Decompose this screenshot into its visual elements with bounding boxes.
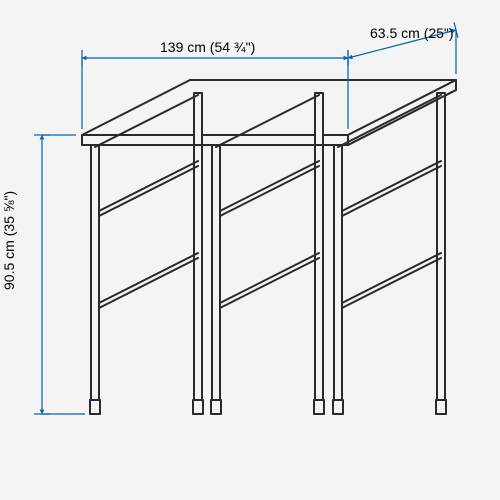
dim-height-label: 90.5 cm (35 ⅝"): [1, 191, 17, 290]
dim-depth-label: 63.5 cm (25"): [370, 25, 454, 41]
dim-width-label: 139 cm (54 ¾"): [160, 39, 255, 55]
drawing-svg: 139 cm (54 ¾") 63.5 cm (25") 90.5 cm (35 ⅝…: [0, 0, 500, 500]
dimension-diagram: { "diagram": { "type": "dimensioned-furn…: [0, 0, 500, 500]
